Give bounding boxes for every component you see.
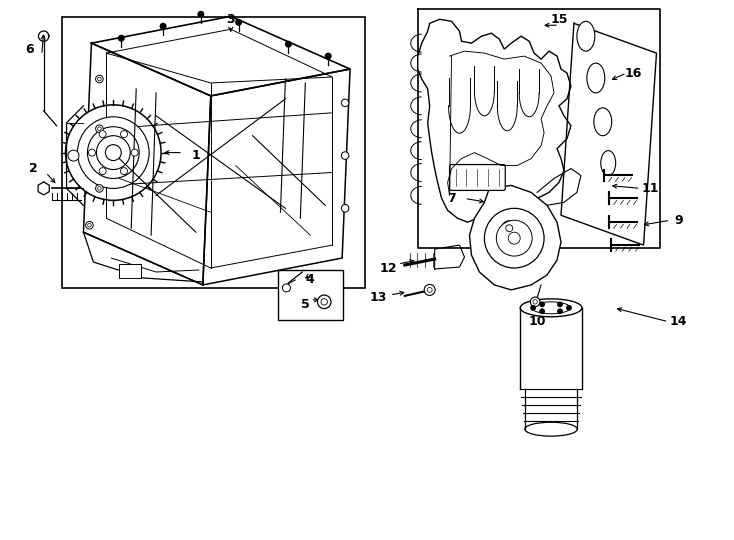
Circle shape: [65, 105, 161, 200]
Circle shape: [120, 131, 128, 138]
Circle shape: [160, 23, 166, 29]
Polygon shape: [470, 185, 561, 290]
Circle shape: [341, 152, 349, 159]
Text: 16: 16: [625, 66, 642, 79]
Text: 5: 5: [301, 298, 310, 312]
Text: 1: 1: [192, 149, 200, 162]
FancyBboxPatch shape: [449, 165, 505, 191]
Circle shape: [98, 127, 101, 131]
Circle shape: [86, 221, 93, 229]
Circle shape: [118, 36, 124, 41]
Text: 4: 4: [306, 273, 315, 286]
Circle shape: [567, 306, 571, 310]
Circle shape: [506, 225, 513, 232]
Circle shape: [98, 187, 101, 190]
Circle shape: [341, 205, 349, 212]
Circle shape: [427, 287, 432, 292]
Text: 13: 13: [369, 292, 387, 305]
Circle shape: [424, 285, 435, 295]
Polygon shape: [418, 19, 571, 222]
Circle shape: [508, 232, 520, 244]
Circle shape: [533, 300, 537, 304]
Circle shape: [540, 302, 545, 307]
Circle shape: [484, 208, 544, 268]
Text: 14: 14: [669, 315, 687, 328]
Circle shape: [99, 167, 106, 174]
Circle shape: [198, 11, 203, 17]
Bar: [62, 17, 365, 288]
Circle shape: [95, 75, 103, 83]
Circle shape: [325, 53, 331, 59]
Circle shape: [68, 150, 79, 161]
Circle shape: [99, 131, 106, 138]
Text: 8: 8: [485, 176, 494, 189]
Ellipse shape: [601, 151, 616, 176]
Circle shape: [236, 19, 241, 25]
Bar: [120, 264, 141, 278]
Text: 11: 11: [642, 182, 659, 195]
Circle shape: [531, 306, 535, 310]
Text: 9: 9: [674, 214, 683, 227]
Circle shape: [502, 221, 517, 235]
Text: 2: 2: [29, 162, 38, 175]
Circle shape: [131, 149, 138, 156]
Circle shape: [106, 145, 121, 160]
Circle shape: [318, 295, 331, 308]
Circle shape: [78, 117, 149, 188]
Circle shape: [87, 127, 139, 179]
Circle shape: [88, 149, 95, 156]
Text: 15: 15: [550, 13, 568, 26]
Circle shape: [96, 136, 130, 170]
Circle shape: [496, 220, 532, 256]
Ellipse shape: [577, 21, 595, 51]
Circle shape: [558, 302, 562, 307]
Text: 7: 7: [447, 192, 456, 205]
Circle shape: [540, 309, 545, 313]
Circle shape: [95, 125, 103, 132]
Text: 3: 3: [226, 13, 235, 26]
Circle shape: [341, 99, 349, 106]
Text: 10: 10: [528, 315, 546, 328]
Ellipse shape: [520, 299, 582, 317]
Bar: [278, 270, 343, 320]
Text: 6: 6: [26, 43, 34, 56]
Circle shape: [558, 309, 562, 313]
Circle shape: [321, 299, 327, 305]
Circle shape: [95, 185, 103, 192]
Circle shape: [87, 224, 91, 227]
Circle shape: [98, 77, 101, 81]
Circle shape: [286, 42, 291, 47]
Circle shape: [283, 284, 291, 292]
Circle shape: [120, 167, 128, 174]
Circle shape: [531, 297, 540, 307]
Ellipse shape: [594, 108, 611, 136]
Ellipse shape: [525, 422, 577, 436]
Text: 12: 12: [379, 261, 396, 274]
Ellipse shape: [587, 63, 605, 93]
Ellipse shape: [532, 302, 570, 314]
